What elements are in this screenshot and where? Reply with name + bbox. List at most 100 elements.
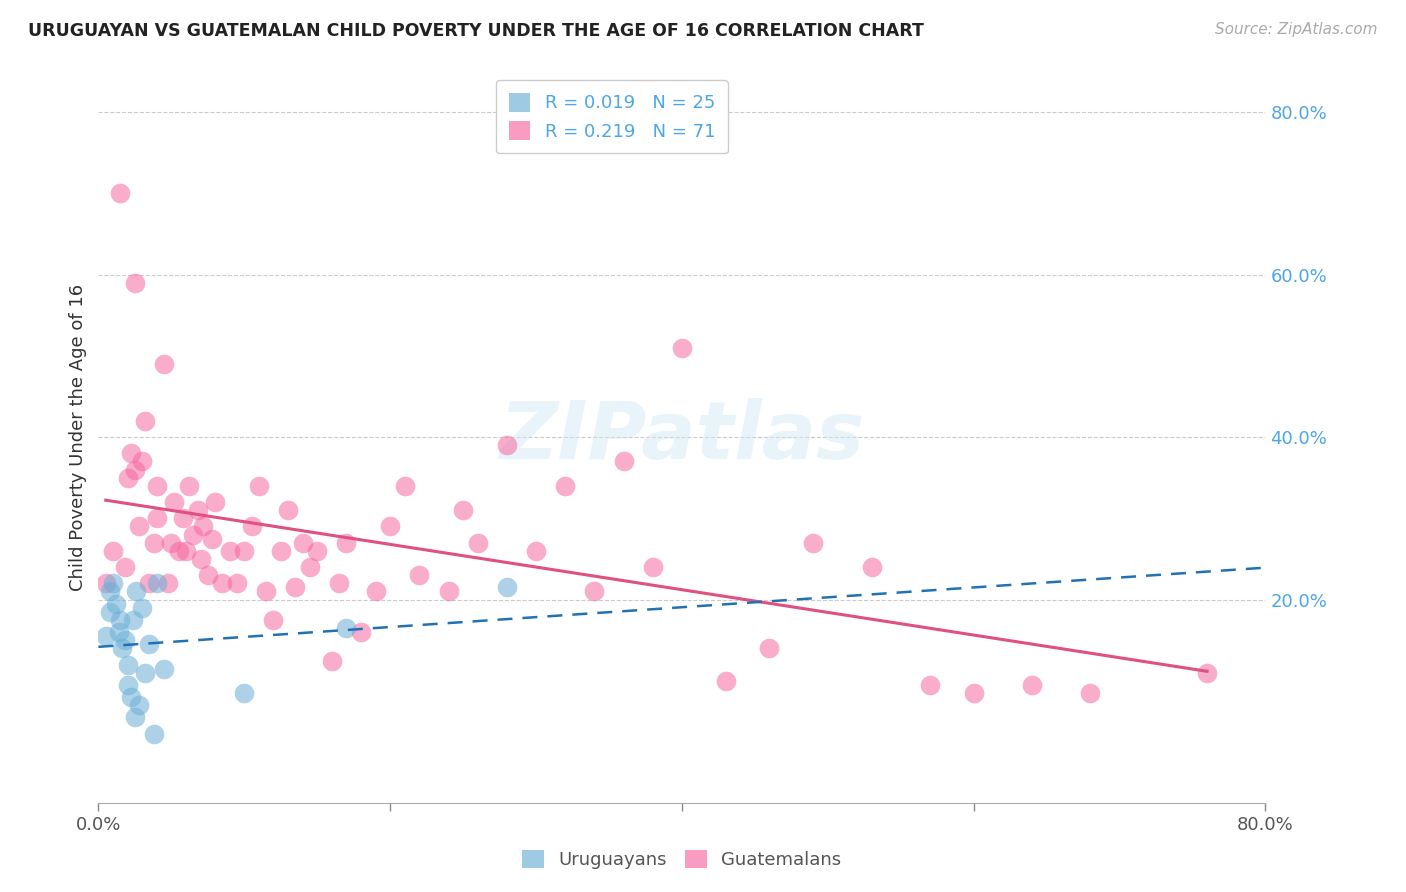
Point: [277, 503, 299, 517]
Point: [201, 532, 224, 546]
Point: [146, 479, 169, 493]
Point: [918, 678, 941, 692]
Text: ZIPatlas: ZIPatlas: [499, 398, 865, 476]
Point: [111, 641, 134, 656]
Point: [254, 584, 277, 599]
Point: [153, 662, 176, 676]
Point: [94, 576, 117, 591]
Point: [124, 276, 146, 290]
Point: [298, 560, 321, 574]
Point: [350, 625, 373, 640]
Point: [153, 357, 176, 371]
Point: [167, 544, 190, 558]
Point: [204, 495, 226, 509]
Point: [495, 438, 517, 452]
Point: [101, 544, 124, 558]
Point: [262, 613, 284, 627]
Point: [408, 568, 430, 582]
Point: [122, 613, 145, 627]
Point: [364, 584, 387, 599]
Point: [758, 641, 780, 656]
Point: [104, 597, 127, 611]
Point: [467, 535, 489, 549]
Point: [193, 519, 215, 533]
Point: [98, 605, 121, 619]
Point: [163, 495, 186, 509]
Point: [226, 576, 249, 591]
Point: [142, 535, 165, 549]
Point: [134, 414, 156, 428]
Point: [128, 519, 150, 533]
Text: Source: ZipAtlas.com: Source: ZipAtlas.com: [1215, 22, 1378, 37]
Point: [714, 673, 737, 688]
Point: [307, 544, 329, 558]
Point: [177, 479, 200, 493]
Point: [451, 503, 474, 517]
Point: [114, 560, 136, 574]
Point: [117, 678, 139, 692]
Point: [378, 519, 402, 533]
Point: [138, 576, 160, 591]
Point: [1195, 665, 1218, 680]
Point: [146, 511, 169, 525]
Point: [583, 584, 606, 599]
Y-axis label: Child Poverty Under the Age of 16: Child Poverty Under the Age of 16: [69, 284, 87, 591]
Point: [160, 535, 183, 549]
Point: [157, 576, 180, 591]
Point: [117, 657, 139, 672]
Point: [181, 527, 204, 541]
Point: [197, 568, 219, 582]
Point: [437, 584, 460, 599]
Point: [94, 629, 117, 643]
Point: [671, 341, 693, 355]
Point: [554, 479, 576, 493]
Point: [125, 584, 148, 599]
Point: [328, 576, 350, 591]
Point: [172, 511, 194, 525]
Point: [128, 698, 150, 713]
Point: [801, 535, 824, 549]
Point: [114, 633, 136, 648]
Point: [860, 560, 883, 574]
Point: [495, 581, 517, 595]
Point: [124, 462, 146, 476]
Point: [211, 576, 233, 591]
Point: [134, 665, 156, 680]
Point: [101, 576, 124, 591]
Point: [146, 576, 169, 591]
Point: [962, 686, 984, 700]
Point: [124, 710, 146, 724]
Point: [120, 446, 142, 460]
Point: [142, 727, 165, 741]
Point: [233, 686, 256, 700]
Point: [110, 186, 132, 201]
Point: [612, 454, 634, 468]
Point: [270, 544, 292, 558]
Point: [1021, 678, 1043, 692]
Point: [110, 613, 132, 627]
Point: [233, 544, 256, 558]
Point: [321, 654, 343, 668]
Point: [335, 535, 357, 549]
Point: [218, 544, 240, 558]
Point: [187, 503, 209, 517]
Point: [190, 552, 212, 566]
Point: [284, 581, 307, 595]
Point: [98, 584, 121, 599]
Point: [138, 637, 160, 651]
Point: [394, 479, 416, 493]
Point: [131, 454, 153, 468]
Point: [108, 625, 131, 640]
Point: [120, 690, 142, 705]
Legend: Uruguayans, Guatemalans: Uruguayans, Guatemalans: [513, 840, 851, 878]
Point: [335, 621, 357, 635]
Point: [247, 479, 270, 493]
Point: [174, 544, 197, 558]
Point: [240, 519, 263, 533]
Point: [641, 560, 664, 574]
Point: [1080, 686, 1102, 700]
Point: [117, 471, 139, 485]
Point: [524, 544, 547, 558]
Point: [291, 535, 314, 549]
Point: [131, 600, 153, 615]
